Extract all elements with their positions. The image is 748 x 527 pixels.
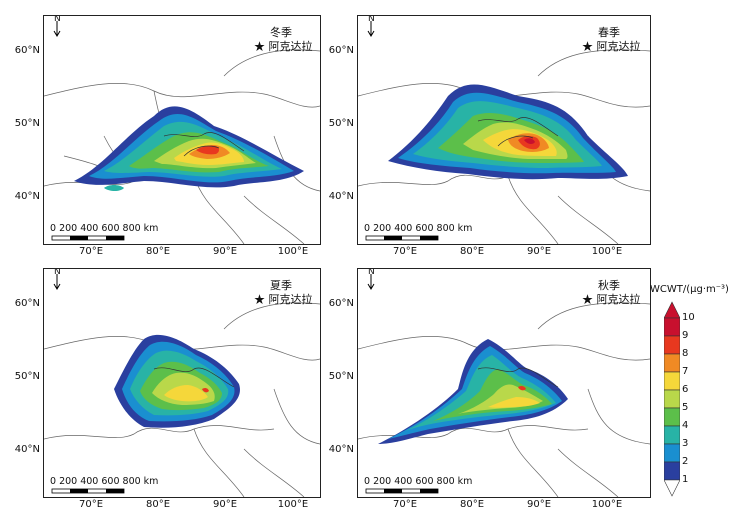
lat-tick-60: 60°N: [14, 45, 40, 56]
lon-tick-100: 100°E: [591, 499, 623, 510]
lon-tick-70: 70°E: [392, 246, 418, 257]
lon-tick-100: 100°E: [277, 246, 309, 257]
legend-label: 8: [682, 348, 689, 359]
lon-tick-80: 80°E: [459, 246, 485, 257]
legend-title: WCWT/(μg·m⁻³): [650, 284, 729, 295]
legend-label: 4: [682, 420, 689, 431]
lon-tick-80: 80°E: [145, 499, 171, 510]
station-star-label: ★ 阿克达拉: [254, 293, 313, 306]
legend-label: 9: [682, 330, 689, 341]
north-arrow-label: N: [368, 268, 375, 277]
legend-label: 2: [682, 456, 689, 467]
legend-label: 1: [682, 474, 689, 485]
season-label: 夏季: [270, 279, 292, 292]
lon-tick-90: 90°E: [526, 246, 552, 257]
scale-bar-label: 0 200 400 600 800 km: [364, 223, 473, 234]
scale-bar-label: 0 200 400 600 800 km: [364, 476, 473, 487]
lon-tick-100: 100°E: [591, 246, 623, 257]
north-arrow-label: N: [368, 15, 375, 24]
map-autumn: [358, 274, 650, 497]
scale-bar-label: 0 200 400 600 800 km: [50, 223, 159, 234]
star-icon: ★: [254, 293, 265, 306]
scale-bar-label: 0 200 400 600 800 km: [50, 476, 159, 487]
legend-label: 5: [682, 402, 689, 413]
map-panel-winter: N 冬季 ★ 阿克达拉 0 200 400 600 800 km: [43, 15, 321, 245]
lat-tick-40: 40°N: [14, 191, 40, 202]
lat-tick-60: 60°N: [328, 45, 354, 56]
map-winter: [44, 21, 320, 244]
lon-tick-80: 80°E: [145, 246, 171, 257]
lat-tick-40: 40°N: [14, 444, 40, 455]
season-label: 春季: [598, 26, 620, 39]
legend-label: 7: [682, 366, 689, 377]
station-star-label: ★ 阿克达拉: [582, 40, 641, 53]
lon-tick-70: 70°E: [78, 499, 104, 510]
legend-label: 10: [682, 312, 695, 323]
legend-label: 6: [682, 384, 689, 395]
lat-tick-50: 50°N: [328, 118, 354, 129]
lat-tick-60: 60°N: [14, 298, 40, 309]
star-icon: ★: [254, 40, 265, 53]
legend-colorbar: [664, 301, 680, 497]
lat-tick-60: 60°N: [328, 298, 354, 309]
star-icon: ★: [582, 293, 593, 306]
lon-tick-90: 90°E: [526, 499, 552, 510]
lon-tick-80: 80°E: [459, 499, 485, 510]
station-star-label: ★ 阿克达拉: [254, 40, 313, 53]
lon-tick-70: 70°E: [392, 499, 418, 510]
season-label: 秋季: [598, 279, 620, 292]
legend-label: 3: [682, 438, 689, 449]
lon-tick-90: 90°E: [212, 246, 238, 257]
lat-tick-50: 50°N: [14, 118, 40, 129]
lat-tick-40: 40°N: [328, 191, 354, 202]
map-panel-summer: N 夏季 ★ 阿克达拉 0 200 400 600 800 km: [43, 268, 321, 498]
lon-tick-90: 90°E: [212, 499, 238, 510]
north-arrow-label: N: [54, 15, 61, 24]
lat-tick-50: 50°N: [14, 371, 40, 382]
lon-tick-70: 70°E: [78, 246, 104, 257]
season-label: 冬季: [270, 26, 292, 39]
map-panel-autumn: N 秋季 ★ 阿克达拉 0 200 400 600 800 km: [357, 268, 651, 498]
map-panel-spring: N 春季 ★ 阿克达拉 0 200 400 600 800 km: [357, 15, 651, 245]
lon-tick-100: 100°E: [277, 499, 309, 510]
station-star-label: ★ 阿克达拉: [582, 293, 641, 306]
lat-tick-50: 50°N: [328, 371, 354, 382]
lat-tick-40: 40°N: [328, 444, 354, 455]
map-summer: [44, 274, 320, 497]
star-icon: ★: [582, 40, 593, 53]
map-spring: [358, 21, 650, 244]
north-arrow-label: N: [54, 268, 61, 277]
